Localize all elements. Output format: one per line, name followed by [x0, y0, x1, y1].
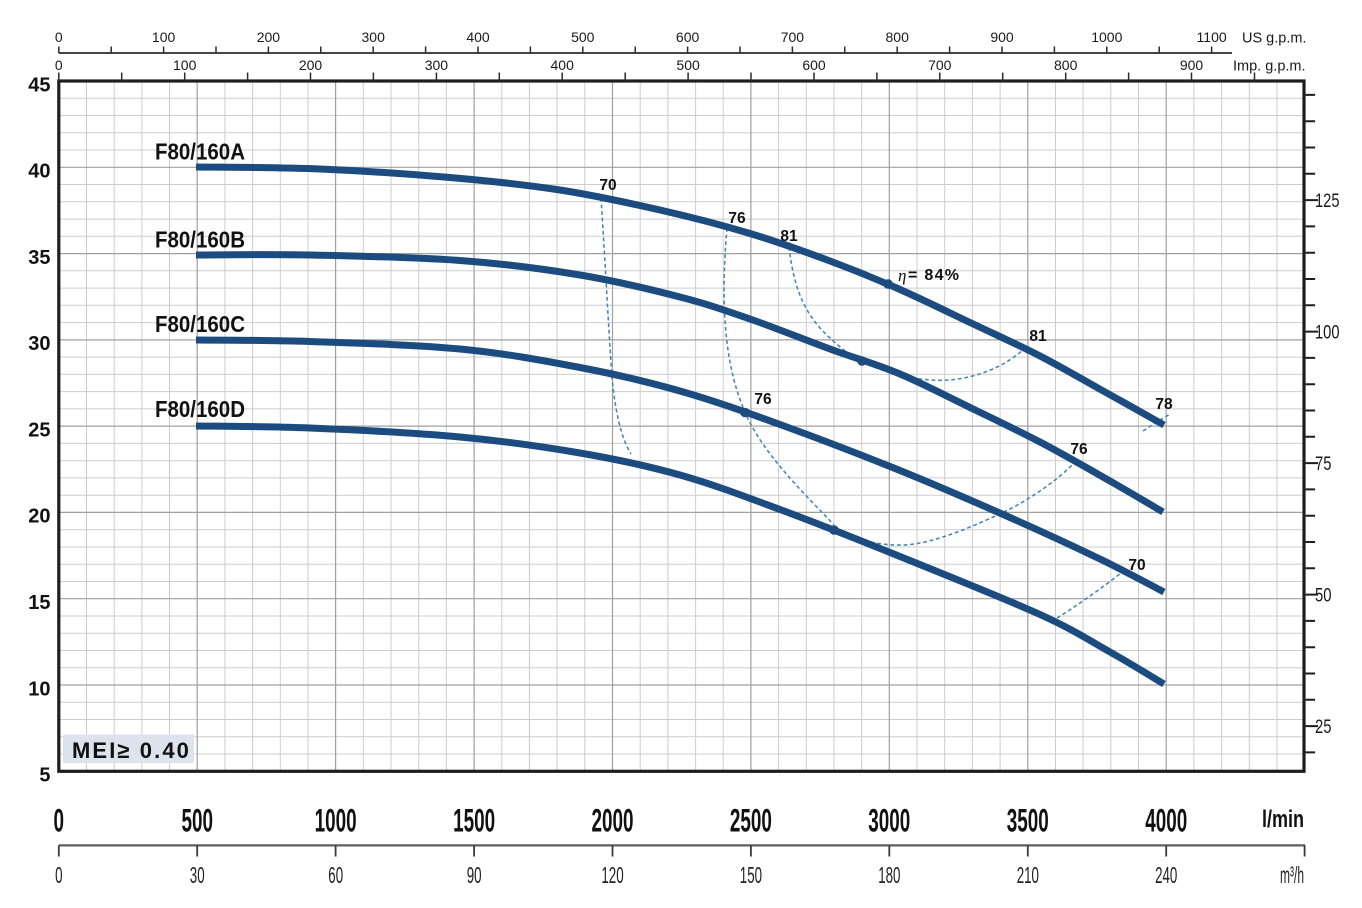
svg-text:100: 100 — [1315, 323, 1340, 344]
svg-text:76: 76 — [1070, 441, 1088, 458]
svg-text:40: 40 — [28, 161, 50, 183]
svg-text:300: 300 — [362, 29, 386, 45]
svg-text:500: 500 — [676, 57, 700, 73]
svg-text:100: 100 — [173, 57, 197, 73]
svg-text:500: 500 — [571, 29, 595, 45]
svg-text:600: 600 — [802, 57, 826, 73]
svg-text:25: 25 — [1315, 717, 1332, 738]
svg-text:0: 0 — [54, 803, 65, 839]
svg-text:75: 75 — [1315, 454, 1332, 475]
svg-text:Imp. g.p.m.: Imp. g.p.m. — [1233, 59, 1306, 75]
svg-text:60: 60 — [328, 862, 343, 888]
svg-text:500: 500 — [181, 803, 213, 839]
svg-text:800: 800 — [1054, 57, 1078, 73]
svg-text:F80/160B: F80/160B — [155, 227, 245, 253]
svg-text:= 84%: = 84% — [908, 267, 960, 284]
svg-text:400: 400 — [551, 57, 575, 73]
svg-text:700: 700 — [781, 29, 805, 45]
svg-text:1100: 1100 — [1197, 29, 1227, 45]
svg-text:700: 700 — [928, 57, 952, 73]
svg-text:150: 150 — [740, 862, 762, 888]
svg-text:10: 10 — [28, 678, 50, 700]
svg-text:210: 210 — [1017, 862, 1039, 888]
svg-text:l/min: l/min — [1262, 806, 1304, 833]
svg-text:15: 15 — [28, 592, 50, 614]
svg-text:70: 70 — [599, 177, 616, 194]
svg-text:90: 90 — [467, 862, 482, 888]
svg-text:F80/160A: F80/160A — [155, 139, 245, 165]
svg-text:200: 200 — [299, 57, 323, 73]
svg-text:1000: 1000 — [315, 803, 357, 839]
svg-text:F80/160D: F80/160D — [155, 396, 245, 422]
svg-text:0: 0 — [55, 57, 63, 73]
svg-text:180: 180 — [878, 862, 900, 888]
svg-text:30: 30 — [190, 862, 205, 888]
svg-text:3000: 3000 — [868, 803, 910, 839]
svg-text:120: 120 — [601, 862, 623, 888]
svg-text:F80/160C: F80/160C — [155, 311, 245, 337]
svg-text:78: 78 — [1155, 396, 1173, 413]
svg-text:600: 600 — [676, 29, 700, 45]
svg-text:0: 0 — [55, 862, 62, 888]
svg-text:US g.p.m.: US g.p.m. — [1242, 31, 1306, 47]
svg-text:76: 76 — [754, 391, 772, 408]
svg-text:300: 300 — [425, 57, 449, 73]
svg-text:45: 45 — [28, 74, 50, 96]
svg-text:240: 240 — [1155, 862, 1177, 888]
svg-text:100: 100 — [152, 29, 176, 45]
svg-text:1500: 1500 — [453, 803, 495, 839]
svg-text:4000: 4000 — [1145, 803, 1187, 839]
svg-text:900: 900 — [1180, 57, 1204, 73]
svg-text:5: 5 — [39, 765, 50, 787]
svg-text:70: 70 — [1128, 557, 1145, 574]
svg-text:30: 30 — [28, 333, 50, 355]
svg-text:20: 20 — [28, 506, 50, 528]
svg-text:MEI≥ 0.40: MEI≥ 0.40 — [72, 738, 191, 763]
svg-text:50: 50 — [1315, 586, 1332, 607]
svg-text:3500: 3500 — [1007, 803, 1049, 839]
svg-text:2500: 2500 — [730, 803, 772, 839]
svg-text:m³/h: m³/h — [1280, 862, 1304, 888]
svg-text:800: 800 — [886, 29, 910, 45]
svg-text:η: η — [898, 266, 906, 285]
svg-text:125: 125 — [1315, 191, 1340, 212]
svg-text:400: 400 — [466, 29, 490, 45]
svg-text:81: 81 — [780, 228, 798, 245]
svg-text:76: 76 — [728, 210, 746, 227]
svg-text:1000: 1000 — [1091, 29, 1122, 45]
svg-text:2000: 2000 — [592, 803, 634, 839]
svg-text:900: 900 — [990, 29, 1014, 45]
svg-text:81: 81 — [1029, 328, 1047, 345]
svg-text:25: 25 — [28, 419, 50, 441]
svg-text:200: 200 — [257, 29, 281, 45]
svg-text:0: 0 — [55, 29, 63, 45]
svg-text:35: 35 — [28, 247, 50, 269]
